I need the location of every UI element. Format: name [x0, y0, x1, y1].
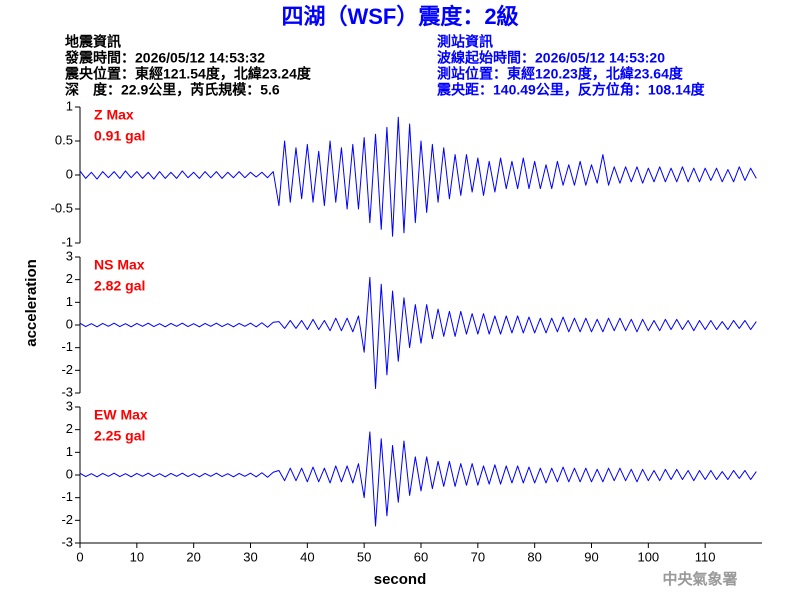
x-tick-label: 70: [471, 549, 485, 564]
y-tick-label: 3: [66, 398, 73, 413]
x-tick-label: 90: [584, 549, 598, 564]
x-tick-label: 20: [186, 549, 200, 564]
y-tick-label: 2: [66, 421, 73, 436]
info-right: 測站位置：東經120.23度，北緯23.64度: [437, 66, 684, 82]
x-tick-label: 0: [76, 549, 83, 564]
y-tick-label: 3: [66, 248, 73, 263]
y-tick-label: 0: [66, 466, 73, 481]
x-tick-label: 80: [527, 549, 541, 564]
y-tick-label: 0: [66, 166, 73, 181]
annotation: NS Max: [94, 257, 145, 273]
y-tick-label: 1: [66, 98, 73, 113]
x-tick-label: 10: [130, 549, 144, 564]
x-tick-label: 110: [695, 549, 716, 564]
info-right: 波線起始時間：2026/05/12 14:53:20: [437, 50, 665, 66]
y-tick-label: -3: [61, 534, 73, 549]
annotation: 0.91 gal: [94, 128, 145, 144]
y-tick-label: 0: [66, 316, 73, 331]
footer: 中央氣象署: [662, 570, 737, 588]
y-tick-label: -1: [61, 339, 73, 354]
waveform: [79, 116, 757, 237]
x-axis-label: second: [374, 571, 427, 588]
waveform: [79, 276, 757, 389]
y-tick-label: -0.5: [51, 200, 73, 215]
x-tick-label: 100: [637, 549, 659, 564]
info-left: 地震資訊: [65, 34, 121, 50]
info-left: 震央位置：東經121.54度，北緯23.24度: [64, 66, 312, 82]
x-tick-label: 40: [300, 549, 314, 564]
x-tick-label: 50: [357, 549, 371, 564]
annotation: 2.25 gal: [94, 428, 145, 444]
y-tick-label: 0.5: [55, 132, 73, 147]
y-tick-label: -3: [61, 384, 73, 399]
title: 四湖（WSF）震度：2級: [281, 4, 518, 29]
y-tick-label: 2: [66, 271, 73, 286]
y-tick-label: -2: [61, 512, 73, 527]
x-tick-label: 30: [243, 549, 257, 564]
x-tick-label: 60: [414, 549, 428, 564]
annotation: 2.82 gal: [94, 278, 145, 294]
y-tick-label: -1: [61, 234, 73, 249]
info-left: 深 度：22.9公里，芮氏規模：5.6: [65, 82, 280, 98]
annotation: EW Max: [94, 407, 148, 423]
info-right: 震央距：140.49公里，反方位角：108.14度: [436, 82, 706, 98]
y-tick-label: -1: [61, 489, 73, 504]
info-left: 發震時間：2026/05/12 14:53:32: [64, 50, 265, 66]
y-tick-label: -2: [61, 362, 73, 377]
info-right: 測站資訊: [437, 34, 493, 50]
y-tick-label: 1: [66, 444, 73, 459]
waveform: [79, 431, 757, 527]
y-axis-label: acceleration: [23, 259, 40, 347]
y-tick-label: 1: [66, 294, 73, 309]
annotation: Z Max: [94, 107, 134, 123]
